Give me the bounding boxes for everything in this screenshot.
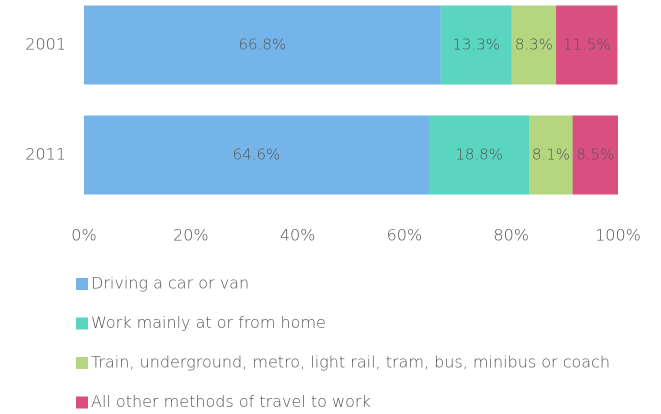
bar-segment bbox=[572, 115, 618, 195]
value-label: 64.6% bbox=[233, 146, 281, 164]
legend-label: Driving a car or van bbox=[91, 274, 249, 293]
bar-segment bbox=[84, 5, 441, 85]
legend-label: Train, underground, metro, light rail, t… bbox=[91, 353, 610, 372]
x-tick-label: 0% bbox=[71, 226, 96, 245]
bar-segment bbox=[428, 115, 530, 195]
bar-segment bbox=[84, 115, 429, 195]
y-tick-label: 2001 bbox=[25, 35, 66, 54]
bar-segment bbox=[511, 5, 557, 85]
x-tick-label: 80% bbox=[493, 226, 529, 245]
bar-segment bbox=[529, 115, 573, 195]
legend-swatch bbox=[76, 317, 88, 330]
y-tick-label: 2011 bbox=[25, 145, 66, 164]
value-label: 66.8% bbox=[239, 36, 287, 54]
legend-swatch bbox=[76, 278, 88, 290]
value-label: 13.3% bbox=[452, 36, 500, 54]
value-label: 18.8% bbox=[455, 146, 503, 164]
value-label: 8.5% bbox=[576, 146, 614, 164]
legend-swatch bbox=[76, 396, 88, 409]
x-tick-label: 20% bbox=[173, 226, 209, 245]
bar-segment bbox=[556, 5, 618, 85]
bar-segment bbox=[440, 5, 512, 85]
value-label: 11.5% bbox=[563, 36, 611, 54]
legend-label: Work mainly at or from home bbox=[91, 313, 326, 332]
value-label: 8.3% bbox=[515, 36, 553, 54]
x-tick-label: 100% bbox=[595, 226, 641, 245]
x-tick-label: 60% bbox=[387, 226, 423, 245]
legend-swatch bbox=[76, 357, 88, 369]
legend-label: All other methods of travel to work bbox=[91, 392, 371, 411]
value-label: 8.1% bbox=[532, 146, 570, 164]
x-tick-label: 40% bbox=[280, 226, 316, 245]
